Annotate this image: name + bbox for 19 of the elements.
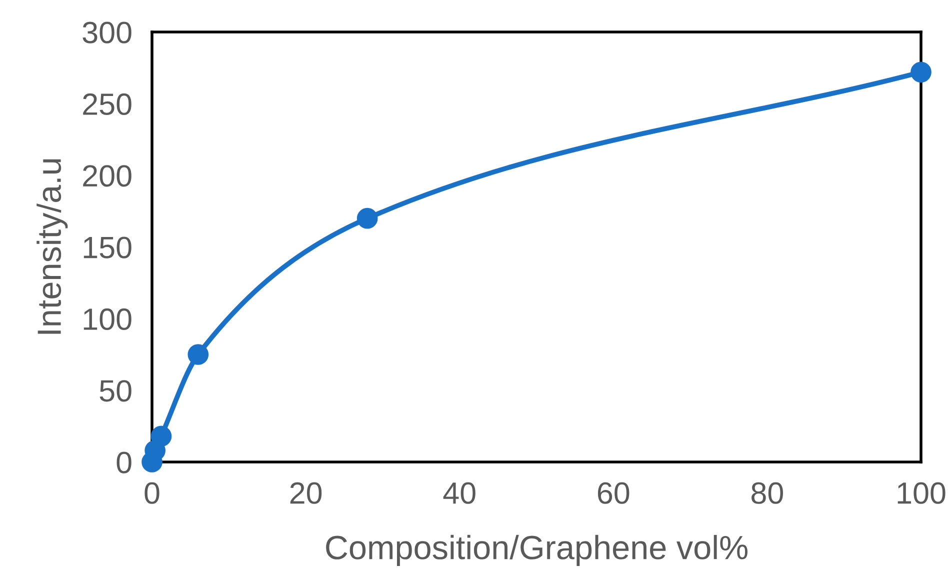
point	[910, 62, 932, 83]
x-tick-label: 20	[290, 482, 322, 504]
x-axis-title: Composition/Graphene vol%	[326, 534, 748, 566]
x-tick-label: 0	[144, 482, 160, 504]
y-tick-label: 150	[84, 236, 132, 258]
y-tick-label: 250	[83, 93, 132, 116]
y-tick-label: 200	[83, 165, 132, 187]
point	[188, 344, 209, 365]
x-tick-label: 80	[752, 482, 783, 504]
x-tick-label: 100	[898, 482, 946, 504]
y-tick-label: 0	[116, 452, 132, 474]
x-tick-label: 60	[598, 482, 630, 504]
y-tick-label: 50	[100, 380, 132, 402]
y-tick-label: 100	[84, 308, 132, 330]
point	[356, 208, 378, 229]
y-axis-title: Intensity/a.u	[36, 159, 68, 334]
point	[150, 426, 172, 447]
x-tick-label: 40	[443, 482, 476, 504]
y-tick-label: 300	[82, 22, 132, 44]
